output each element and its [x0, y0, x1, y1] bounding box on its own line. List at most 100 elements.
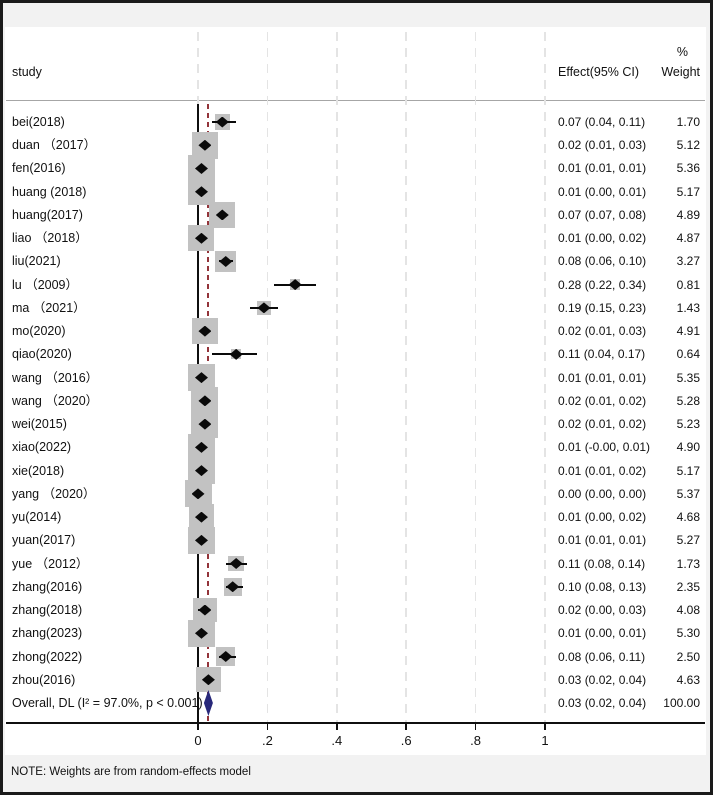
effect-ci-value: 0.11 (0.04, 0.17) [558, 347, 646, 362]
study-label: duan （2017） [12, 138, 97, 153]
footnote: NOTE: Weights are from random-effects mo… [11, 766, 251, 778]
x-axis-tick-label: 0 [194, 733, 202, 748]
effect-ci-value: 0.01 (0.01, 0.01) [558, 370, 647, 385]
weight-value: 4.68 [676, 510, 700, 525]
effect-point-marker [194, 465, 208, 477]
weight-value: 5.30 [676, 626, 700, 641]
study-label: zhang(2016) [12, 579, 83, 594]
effect-ci-value: 0.02 (0.01, 0.03) [558, 324, 647, 339]
x-axis-tick-label: .4 [331, 733, 343, 748]
x-axis-tick-label: .6 [400, 733, 412, 748]
weight-value: 1.43 [676, 300, 700, 315]
effect-ci-value: 0.02 (0.01, 0.02) [558, 417, 647, 432]
x-axis-tick-label: .2 [261, 733, 273, 748]
effect-ci-value: 0.01 (0.00, 0.02) [558, 231, 647, 246]
effect-point-marker [198, 139, 212, 151]
weight-value: 5.17 [676, 463, 700, 478]
effect-point-marker [198, 604, 212, 616]
effect-point-marker [194, 162, 208, 174]
study-label: liao （2018） [12, 231, 88, 246]
effect-ci-value: 0.03 (0.02, 0.04) [558, 672, 647, 687]
effect-point-marker [219, 255, 233, 267]
effect-point-marker [194, 186, 208, 198]
weight-value: 5.12 [676, 138, 700, 153]
study-label: huang(2017) [12, 207, 83, 222]
study-label: zhong(2022) [12, 649, 83, 664]
header-rule [6, 100, 705, 101]
effect-ci-value: 0.00 (0.00, 0.00) [558, 486, 647, 501]
effect-point-marker [257, 302, 271, 314]
weight-value: 5.17 [676, 184, 700, 199]
x-axis-tick [197, 722, 199, 730]
effect-point-marker [191, 488, 205, 500]
x-axis-line [6, 722, 705, 724]
weight-value: 4.89 [676, 207, 700, 222]
effect-point-marker [194, 232, 208, 244]
effect-ci-value: 0.10 (0.08, 0.13) [558, 579, 647, 594]
effect-point-marker [198, 325, 212, 337]
x-axis-tick [474, 722, 477, 730]
weight-value: 4.63 [676, 672, 700, 687]
weight-value: 4.87 [676, 231, 700, 246]
study-column-header: study [12, 65, 42, 79]
effect-point-marker [194, 511, 208, 523]
weight-value: 1.73 [676, 556, 700, 571]
effect-ci-value: 0.08 (0.06, 0.11) [558, 649, 646, 664]
effect-point-marker [194, 441, 208, 453]
effect-ci-value: 0.02 (0.00, 0.03) [558, 603, 647, 618]
effect-point-marker [194, 372, 208, 384]
weight-value: 5.28 [676, 393, 700, 408]
weight-value: 0.81 [676, 277, 700, 292]
overall-label: Overall, DL (I² = 97.0%, p < 0.001) [12, 696, 203, 710]
study-label: zhou(2016) [12, 672, 76, 687]
study-label: mo(2020) [12, 324, 66, 339]
effect-ci-value: 0.01 (0.01, 0.02) [558, 463, 647, 478]
weight-value: 5.23 [676, 417, 700, 432]
x-axis-tick [335, 722, 338, 730]
effect-ci-value: 0.01 (0.00, 0.01) [558, 184, 647, 199]
x-axis-tick [405, 722, 408, 730]
study-label: fen(2016) [12, 161, 66, 176]
overall-weight-value: 100.00 [663, 696, 700, 710]
effect-column-header: Effect(95% CI) [558, 65, 640, 79]
effect-point-marker [229, 348, 243, 360]
weight-value: 4.08 [676, 603, 700, 618]
effect-point-marker [198, 395, 212, 407]
percent-column-header: % [676, 45, 688, 59]
x-axis-tick [266, 722, 269, 730]
study-label: qiao(2020) [12, 347, 72, 362]
effect-ci-value: 0.08 (0.06, 0.10) [558, 254, 647, 269]
x-gridline [544, 32, 546, 722]
study-label: huang (2018) [12, 184, 87, 199]
x-gridline [336, 32, 338, 722]
effect-ci-value: 0.02 (0.01, 0.02) [558, 393, 647, 408]
effect-ci-value: 0.01 (0.01, 0.01) [558, 533, 647, 548]
x-gridline [405, 32, 407, 722]
weight-value: 2.50 [676, 649, 700, 664]
study-label: bei(2018) [12, 115, 65, 129]
weight-value: 1.70 [676, 115, 700, 129]
weight-column-header: Weight [661, 65, 700, 79]
effect-ci-value: 0.11 (0.08, 0.14) [558, 556, 646, 571]
study-label: liu(2021) [12, 254, 61, 269]
x-axis-tick [544, 722, 546, 730]
weight-value: 4.91 [676, 324, 700, 339]
weight-value: 0.64 [676, 347, 700, 362]
effect-ci-value: 0.07 (0.07, 0.08) [558, 207, 647, 222]
effect-point-marker [198, 418, 212, 430]
effect-ci-value: 0.01 (0.01, 0.01) [558, 161, 647, 176]
pooled-effect-diamond [203, 690, 213, 716]
plot-background [5, 27, 706, 755]
effect-point-marker [194, 534, 208, 546]
effect-ci-value: 0.07 (0.04, 0.11) [558, 115, 646, 129]
effect-ci-value: 0.02 (0.01, 0.03) [558, 138, 647, 153]
study-label: lu （2009） [12, 277, 79, 292]
study-label: zhang(2018) [12, 603, 83, 618]
weight-value: 2.35 [676, 579, 700, 594]
x-gridline [266, 32, 269, 722]
effect-point-marker [226, 581, 240, 593]
effect-ci-value: 0.01 (0.00, 0.01) [558, 626, 647, 641]
effect-ci-value: 0.01 (-0.00, 0.01) [558, 440, 651, 455]
